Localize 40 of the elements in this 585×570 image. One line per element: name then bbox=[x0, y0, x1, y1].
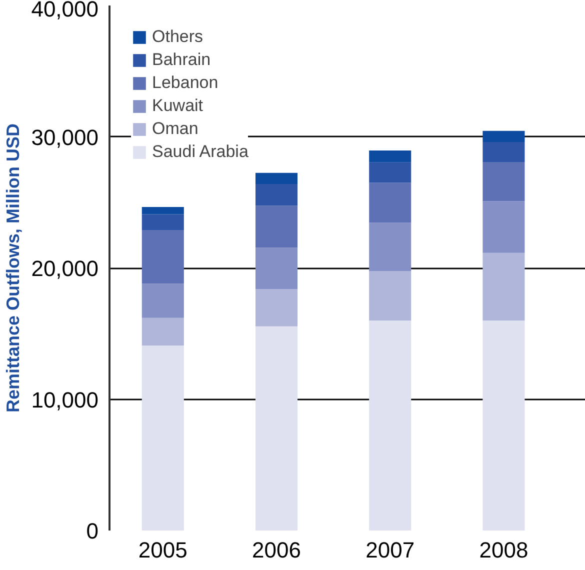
y-axis-title: Remittance Outflows, Million USD bbox=[3, 123, 24, 413]
y-tick-label: 30,000 bbox=[31, 124, 99, 150]
legend-label: Bahrain bbox=[152, 50, 211, 70]
bar bbox=[482, 252, 525, 320]
bar bbox=[142, 284, 184, 318]
bar bbox=[482, 201, 525, 253]
bar bbox=[482, 130, 525, 142]
x-tick-label: 2006 bbox=[252, 538, 301, 562]
bar bbox=[369, 271, 412, 320]
y-tick-label: 0 bbox=[86, 518, 99, 544]
x-tick-label: 2007 bbox=[366, 538, 415, 562]
bar bbox=[369, 320, 412, 530]
x-tick-label: 2005 bbox=[138, 538, 188, 562]
bar bbox=[482, 320, 525, 530]
y-tick-label: 20,000 bbox=[31, 256, 99, 281]
bar bbox=[369, 182, 412, 223]
bar bbox=[142, 318, 184, 346]
legend-label: Others bbox=[152, 27, 204, 47]
bar bbox=[255, 172, 298, 184]
bar bbox=[142, 214, 184, 230]
legend-label: Oman bbox=[152, 119, 198, 139]
y-tick-label: 10,000 bbox=[31, 387, 99, 412]
bar bbox=[255, 206, 298, 248]
bar bbox=[482, 142, 525, 162]
bar bbox=[255, 248, 298, 289]
bar bbox=[255, 326, 298, 530]
bar bbox=[369, 222, 412, 272]
legend-label: Saudi Arabia bbox=[152, 142, 248, 162]
legend-label: Kuwait bbox=[152, 96, 204, 116]
bar bbox=[369, 150, 412, 162]
bar bbox=[369, 162, 412, 183]
bar bbox=[142, 345, 184, 530]
bar bbox=[142, 206, 184, 214]
legend-label: Lebanon bbox=[152, 73, 218, 93]
bar bbox=[142, 230, 184, 284]
x-tick-label: 2008 bbox=[479, 538, 528, 562]
y-tick-label: 40,000 bbox=[31, 0, 99, 22]
bar bbox=[482, 162, 525, 202]
bar bbox=[255, 184, 298, 206]
bar bbox=[255, 289, 298, 326]
